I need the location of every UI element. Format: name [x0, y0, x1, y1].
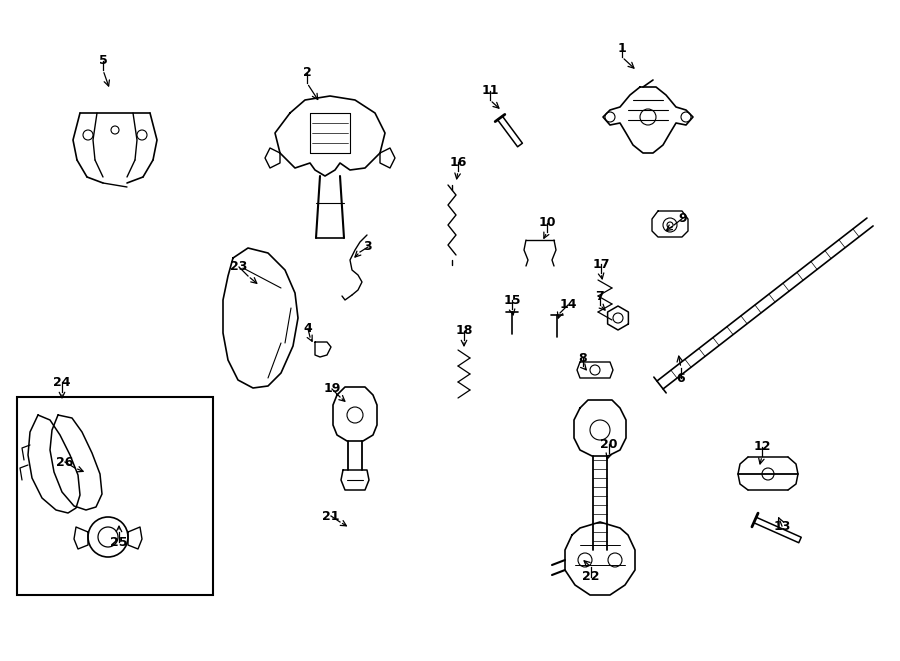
Text: 11: 11 [482, 85, 499, 98]
Text: 19: 19 [323, 383, 341, 395]
Text: 1: 1 [617, 42, 626, 54]
Text: 17: 17 [592, 258, 610, 270]
Text: 9: 9 [679, 212, 688, 225]
Text: 18: 18 [455, 325, 472, 338]
Text: 6: 6 [677, 371, 685, 385]
Text: 21: 21 [322, 510, 340, 522]
Text: 7: 7 [596, 290, 605, 303]
Text: 20: 20 [600, 438, 617, 451]
Text: 4: 4 [303, 323, 312, 336]
Text: 25: 25 [110, 535, 128, 549]
Text: 24: 24 [53, 375, 71, 389]
Text: 3: 3 [364, 241, 373, 254]
Text: 23: 23 [230, 260, 248, 274]
Bar [17, 397, 213, 595]
Text: 14: 14 [559, 299, 577, 311]
Text: 8: 8 [579, 352, 588, 364]
Text: 5: 5 [99, 54, 107, 67]
Text: 10: 10 [538, 217, 556, 229]
Text: 12: 12 [753, 440, 770, 453]
Text: 2: 2 [302, 67, 311, 79]
Text: 15: 15 [503, 293, 521, 307]
Text: 22: 22 [582, 570, 599, 584]
Text: 26: 26 [57, 455, 74, 469]
Text: 16: 16 [449, 155, 467, 169]
Text: 13: 13 [773, 520, 791, 533]
